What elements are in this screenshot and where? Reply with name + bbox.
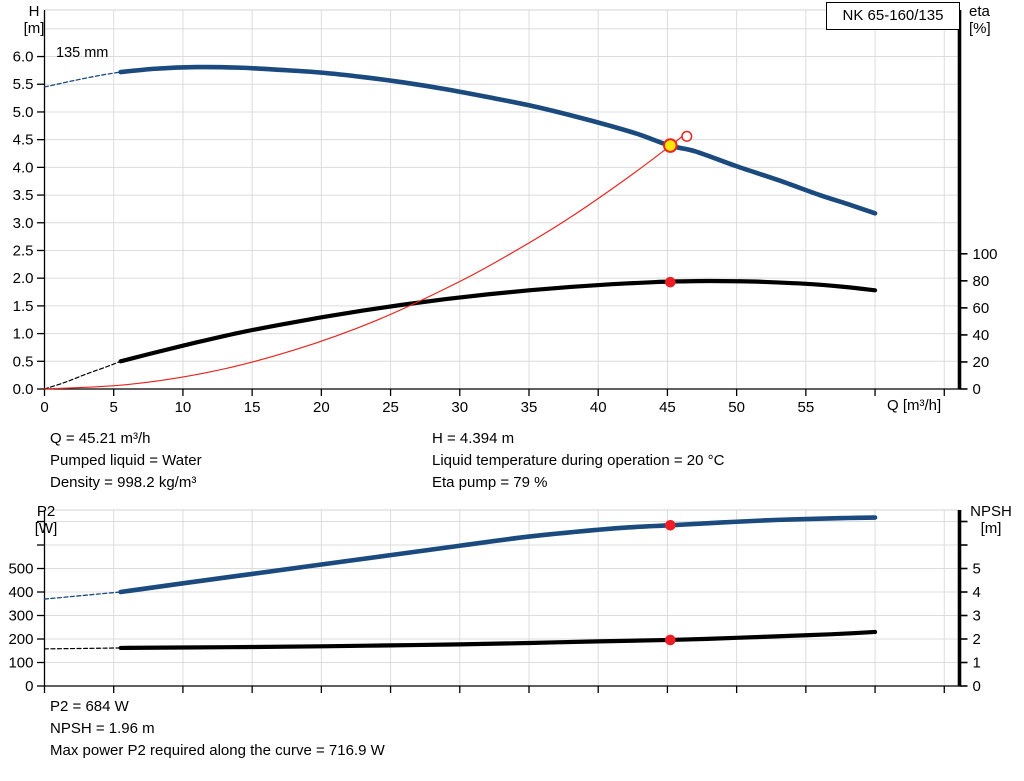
info-p2: P2 = 684 W — [50, 698, 129, 715]
left-axis-tick-label: 400 — [8, 584, 33, 601]
eta-axis-title-line2: [%] — [969, 20, 991, 37]
x-axis-tick-label: 35 — [521, 399, 538, 416]
left-axis-tick-label: 200 — [8, 631, 33, 648]
duty-info-left: Q = 45.21 m³/h Pumped liquid = Water Den… — [50, 428, 202, 494]
curve-p2-dashed — [43, 591, 122, 600]
left-axis-tick-label: 3.0 — [13, 215, 34, 232]
duty-info-right: H = 4.394 m Liquid temperature during op… — [432, 428, 724, 494]
info-max-power: Max power P2 required along the curve = … — [50, 742, 385, 759]
head-axis-title-line2: [m] — [23, 20, 45, 37]
info-head: H = 4.394 m — [432, 430, 515, 447]
npsh-axis-title-line2: [m] — [980, 520, 1002, 537]
info-pumped-liquid: Pumped liquid = Water — [50, 452, 202, 469]
x-axis-tick-label: 10 — [175, 399, 192, 416]
curve-head-135mm — [118, 64, 878, 216]
left-axis-tick-label: 500 — [8, 561, 33, 578]
left-axis-tick-label: 0 — [25, 678, 33, 695]
left-axis-tick-label: 5.5 — [13, 76, 34, 93]
x-axis-tick-label: 40 — [590, 399, 607, 416]
pump-type-label: NK 65-160/135 — [842, 7, 944, 24]
info-density: Density = 998.2 kg/m³ — [50, 474, 197, 491]
right-axis-tick-label: 3 — [973, 608, 981, 625]
npsh-axis-title-line1: NPSH — [970, 503, 1012, 520]
x-axis-tick-label: 55 — [798, 399, 815, 416]
head-axis-title-line1: H — [28, 3, 40, 20]
marker-duty-point-head — [663, 138, 678, 153]
x-axis-tick-label: 25 — [382, 399, 399, 416]
info-eta-pump: Eta pump = 79 % — [432, 474, 548, 491]
right-axis-tick-label: 60 — [973, 300, 990, 317]
left-axis-tick-label: 6.0 — [13, 49, 34, 66]
x-axis-tick-label: 45 — [659, 399, 676, 416]
pump-type-box: NK 65-160/135 — [826, 2, 960, 30]
right-axis-tick-label: 2 — [973, 631, 981, 648]
npsh-axis-title: NPSH [m] — [964, 503, 1018, 537]
left-axis-tick-label: 3.5 — [13, 187, 34, 204]
right-axis-tick-label: 40 — [973, 327, 990, 344]
left-axis-tick-label: 5.0 — [13, 104, 34, 121]
p2-axis-title: P2 [W] — [26, 503, 66, 537]
curve-npsh-dashed — [43, 647, 122, 650]
left-axis-tick-label: 100 — [8, 655, 33, 672]
marker-duty-point-npsh — [665, 634, 676, 646]
curve-head-135mm-dashed — [43, 71, 122, 88]
info-liquid-temperature: Liquid temperature during operation = 20… — [432, 452, 725, 469]
curve-efficiency — [118, 278, 878, 364]
left-axis-tick-label: 2.0 — [13, 270, 34, 287]
left-axis-tick-label: 1.5 — [13, 298, 34, 315]
head-axis-title: H [m] — [16, 3, 52, 37]
x-axis-tick-label: 20 — [313, 399, 330, 416]
marker-duty-point-next-size — [681, 130, 693, 142]
x-axis-tick-label: 0 — [40, 399, 48, 416]
right-axis-tick-label: 0 — [973, 381, 981, 398]
curve-npsh — [118, 629, 878, 651]
left-axis-tick-label: 0.0 — [13, 381, 34, 398]
eta-axis-title: eta [%] — [969, 3, 1013, 37]
x-axis-tick-label: 30 — [451, 399, 468, 416]
flow-axis-title: Q [m³/h] — [887, 397, 942, 414]
left-axis-tick-label: 4.0 — [13, 159, 34, 176]
right-axis-tick-label: 100 — [973, 246, 998, 263]
left-axis-tick-label: 4.5 — [13, 132, 34, 149]
x-axis-tick-label: 50 — [728, 399, 745, 416]
x-axis-tick-label: 5 — [110, 399, 118, 416]
x-axis-tick-label: 15 — [244, 399, 261, 416]
info-flow: Q = 45.21 m³/h — [50, 430, 151, 447]
power-info: P2 = 684 W NPSH = 1.96 m Max power P2 re… — [50, 696, 385, 762]
curve-p2 — [118, 515, 878, 595]
curve-system-curve — [43, 132, 687, 390]
right-axis-tick-label: 80 — [973, 273, 990, 290]
left-axis-tick-label: 300 — [8, 608, 33, 625]
curve-efficiency-dashed — [43, 360, 122, 390]
left-axis-tick-label: 0.5 — [13, 353, 34, 370]
right-axis-tick-label: 0 — [973, 678, 981, 695]
right-axis-tick-label: 20 — [973, 354, 990, 371]
right-axis-tick-label: 5 — [973, 561, 981, 578]
marker-duty-point-p2 — [665, 519, 676, 531]
impeller-diameter-label: 135 mm — [56, 45, 109, 61]
p2-axis-title-line2: [W] — [34, 520, 58, 537]
p2-axis-title-line1: P2 — [36, 503, 56, 520]
left-axis-tick-label: 1.0 — [13, 326, 34, 343]
right-axis-tick-label: 1 — [973, 655, 981, 672]
left-axis-tick-label: 2.5 — [13, 242, 34, 259]
eta-axis-title-line1: eta — [969, 3, 990, 20]
right-axis-tick-label: 4 — [973, 584, 981, 601]
info-npsh: NPSH = 1.96 m — [50, 720, 155, 737]
marker-duty-point-eta — [665, 276, 676, 288]
